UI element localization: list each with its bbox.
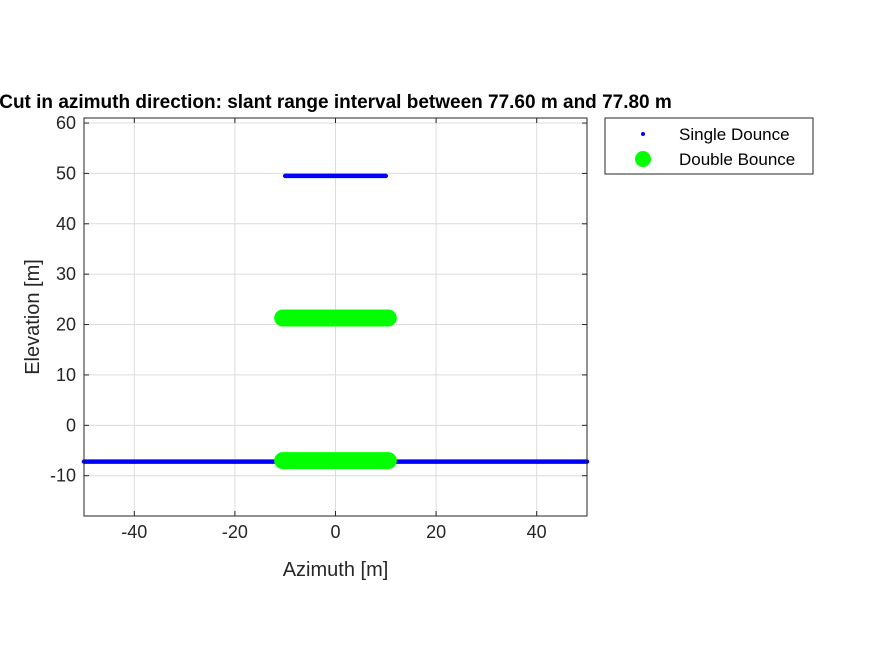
x-tick-label: -20: [222, 522, 248, 542]
y-tick-label: 0: [66, 415, 76, 435]
legend-label-single-bounce: Single Dounce: [679, 125, 790, 144]
x-axis-label: Azimuth [m]: [283, 559, 389, 581]
tick-labels: -40 -20 0 20 40 -10 0 10 20 30 40 50 60: [50, 113, 587, 542]
y-tick-label: 10: [56, 365, 76, 385]
y-tick-label: 60: [56, 113, 76, 133]
y-tick-label: 20: [56, 315, 76, 335]
legend: Single Dounce Double Bounce: [604, 117, 814, 175]
legend-label-double-bounce: Double Bounce: [679, 150, 795, 169]
y-tick-label: 50: [56, 163, 76, 183]
x-tick-label: 0: [330, 522, 340, 542]
x-tick-label: -40: [121, 522, 147, 542]
x-tick-label: 20: [426, 522, 446, 542]
x-tick-label: 40: [527, 522, 547, 542]
y-tick-label: 40: [56, 214, 76, 234]
y-tick-label: -10: [50, 466, 76, 486]
legend-marker-single-bounce: [641, 132, 645, 136]
chart-title: Cut in azimuth direction: slant range in…: [0, 92, 672, 113]
y-axis-label: Elevation [m]: [22, 259, 44, 375]
plot-area: [81, 173, 590, 470]
y-tick-label: 30: [56, 264, 76, 284]
legend-marker-double-bounce: [635, 151, 651, 167]
